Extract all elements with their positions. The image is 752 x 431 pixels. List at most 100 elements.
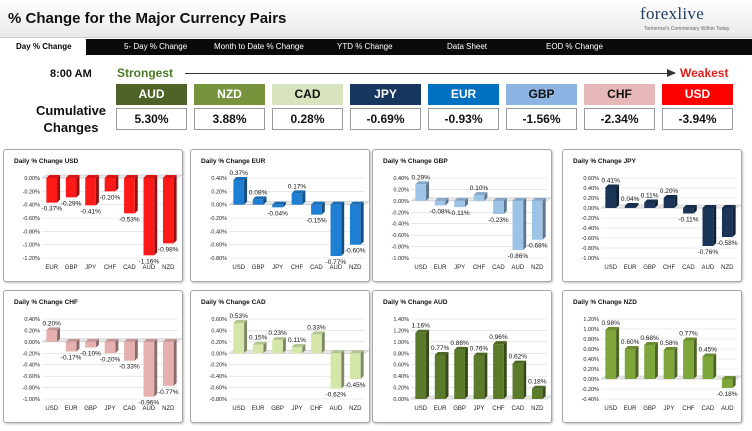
bar-side — [426, 181, 430, 201]
cumulative-label-line1: Cumulative — [35, 103, 107, 118]
y-tick-label: 0.20% — [393, 386, 409, 392]
chart-title: Daily % Change EUR — [201, 158, 266, 165]
chart-panel-cad: Daily % Change CAD 0.60% 0.40% 0.20% 0.00% -0… — [190, 290, 370, 423]
data-label: -0.86% — [508, 253, 529, 260]
y-tick-label: -0.60% — [210, 386, 228, 392]
currency-badge-chf: CHF — [584, 84, 655, 105]
bar-eur — [624, 349, 636, 379]
bar-side — [134, 338, 138, 361]
bar-top — [624, 346, 639, 349]
bar-chf — [473, 195, 485, 201]
tab-ytd-change[interactable]: YTD % Change — [337, 42, 393, 51]
cumulative-value-chf: -2.34% — [584, 108, 655, 130]
data-label: 0.11% — [641, 193, 659, 200]
bar-top — [454, 197, 468, 201]
bar-jpy — [272, 204, 283, 208]
bar-chf — [493, 344, 504, 399]
bar-top — [663, 195, 678, 198]
tab-eod-change[interactable]: EOD % Change — [546, 42, 603, 51]
cumulative-value-gbp: -1.56% — [506, 108, 577, 130]
data-label: 1.16% — [411, 323, 430, 330]
y-tick-label: -0.20% — [392, 210, 410, 216]
data-label: -0.76% — [698, 249, 719, 256]
bar-side — [523, 360, 527, 399]
bar-eur — [46, 178, 58, 203]
tab-5-day-change[interactable]: 5- Day % Change — [124, 42, 188, 51]
forexlive-logo[interactable]: forexlive Tomorrow's Commentary Within T… — [640, 4, 744, 36]
bar-top — [473, 192, 488, 196]
bar-side — [282, 201, 286, 208]
x-tick-label: JPY — [454, 265, 465, 271]
bar-side — [484, 192, 488, 201]
bar-cad — [124, 341, 135, 361]
bar-top — [702, 353, 717, 357]
x-tick-label: USD — [414, 406, 427, 412]
bar-top — [493, 197, 507, 201]
y-tick-label: -1.00% — [582, 256, 600, 262]
data-label: -0.41% — [80, 208, 101, 215]
y-tick-label: 0.60% — [583, 347, 599, 353]
bar-side — [464, 197, 468, 208]
bar-nzd — [531, 388, 543, 399]
bar-top — [415, 329, 430, 333]
y-tick-label: 0.40% — [24, 317, 40, 323]
data-label: -0.23% — [488, 217, 509, 224]
bar-side — [95, 338, 99, 348]
strength-scale-line — [185, 73, 675, 74]
data-label: 0.68% — [640, 335, 659, 342]
bar-top — [349, 350, 364, 354]
data-label: -0.60% — [345, 248, 366, 255]
y-tick-label: 0.00% — [583, 377, 599, 383]
data-label: 0.23% — [268, 330, 287, 337]
tab-month-to-date-change[interactable]: Month to Date % Change — [214, 42, 304, 51]
x-tick-label: GBP — [271, 406, 284, 412]
chart-aud: Daily % Change AUD 1.40% 1.20% 1.00% 0.80% 0.… — [383, 299, 551, 412]
chart-title: Daily % Change USD — [14, 158, 79, 165]
bar-side — [693, 337, 697, 379]
chart-panel-chf: Daily % Change CHF 0.40% 0.20% 0.00% -0.20% -… — [3, 290, 183, 423]
bar-side — [503, 197, 507, 214]
strongest-label: Strongest — [117, 66, 174, 80]
y-tick-label: -0.40% — [392, 222, 410, 228]
data-label: -0.18% — [717, 391, 738, 398]
data-label: -0.77% — [158, 389, 179, 396]
y-tick-label: -0.80% — [23, 229, 41, 235]
bar-top — [683, 205, 697, 208]
x-tick-label: NZD — [162, 265, 175, 271]
y-tick-label: 0.20% — [583, 196, 599, 202]
data-label: 0.58% — [660, 340, 679, 347]
bar-side — [542, 197, 546, 240]
x-tick-label: NZD — [531, 265, 544, 271]
data-label: -0.98% — [158, 246, 179, 253]
bar-top — [644, 199, 658, 203]
y-tick-label: -1.20% — [23, 256, 41, 262]
chart-usd: Daily % Change USD 0.00% -0.20% -0.40% -0.60… — [14, 158, 182, 271]
data-label: -0.37% — [41, 206, 62, 213]
tab-data-sheet[interactable]: Data Sheet — [447, 42, 488, 51]
cumulative-label: Cumulative Changes — [33, 102, 109, 136]
bar-top — [330, 350, 345, 354]
chart-panel-eur: Daily % Change EUR 0.40% 0.20% 0.00% -0.20% -… — [190, 149, 370, 282]
x-tick-label: GBP — [643, 265, 656, 271]
bar-top — [512, 197, 527, 201]
x-tick-label: CAD — [123, 406, 136, 412]
bar-aud — [721, 379, 733, 388]
bar-jpy — [663, 350, 675, 379]
logo-tagline: Tomorrow's Commentary Within Today — [644, 26, 730, 32]
bar-side — [464, 346, 468, 399]
y-tick-label: -1.00% — [392, 256, 410, 262]
y-tick-label: -0.40% — [582, 397, 600, 403]
bar-side — [484, 352, 488, 399]
bar-side — [341, 201, 345, 256]
bar-usd — [605, 330, 617, 379]
x-tick-label: NZD — [349, 265, 362, 271]
bar-aud — [512, 200, 524, 250]
bar-side — [732, 205, 736, 237]
tab-day-change[interactable]: Day % Change — [0, 39, 86, 55]
bar-side — [263, 341, 267, 354]
bar-side — [654, 199, 658, 208]
x-tick-label: CAD — [492, 265, 505, 271]
x-tick-label: JPY — [291, 406, 302, 412]
bar-side — [321, 331, 325, 354]
y-tick-label: -0.60% — [392, 233, 410, 239]
